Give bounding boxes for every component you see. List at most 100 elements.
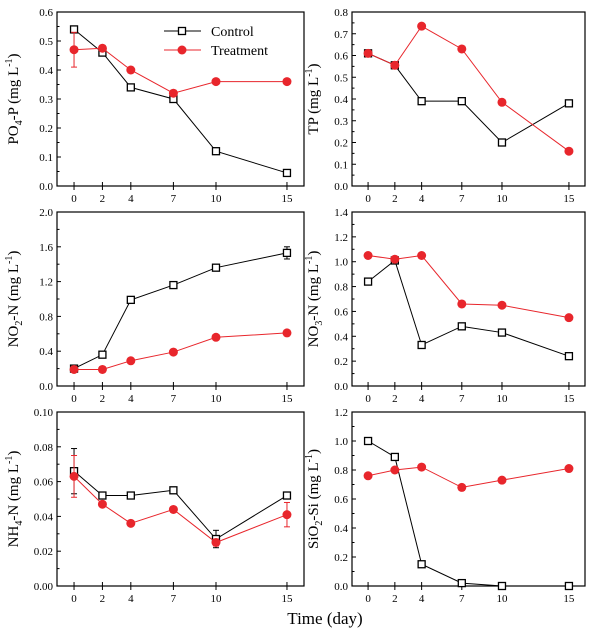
treatment-point (417, 21, 427, 31)
treatment-point (417, 251, 427, 260)
x-tick-label: 10 (496, 393, 508, 405)
treatment-point (390, 254, 400, 264)
y-tick-label: 1.6 (39, 242, 53, 254)
series-treatment (363, 462, 574, 492)
legend: Control Treatment (164, 25, 268, 59)
x-tick-label: 2 (100, 193, 106, 205)
control-point (282, 491, 292, 500)
y-axis-label-part: -1 (304, 68, 315, 76)
y-tick-label: 0.4 (39, 346, 53, 358)
control-point (457, 578, 466, 588)
series-control (69, 246, 292, 373)
y-tick-label: 0.8 (39, 311, 53, 323)
y-tick-label: 0.0 (39, 381, 53, 393)
control-point (457, 322, 466, 331)
x-tick-label: 4 (419, 593, 425, 605)
control-point (169, 486, 178, 495)
y-axis-label-part: 4 (14, 521, 25, 526)
y-axis-label-part: ) (6, 53, 22, 58)
x-tick-label: 10 (210, 393, 222, 405)
x-tick-label: 10 (496, 593, 508, 605)
y-axis-label-part: -N (mg L (306, 264, 322, 321)
treatment-point (168, 88, 178, 98)
y-axis-label: PO4-P (mg L-1) (4, 53, 25, 144)
treatment-line (74, 47, 287, 94)
treatment-point (564, 313, 574, 323)
x-tick-label: 0 (365, 393, 371, 405)
y-tick-label: 0.0 (334, 581, 348, 593)
y-tick-label: 0.0 (39, 181, 53, 193)
x-tick-label: 2 (100, 393, 106, 405)
y-axis-label-part: TP (mg L (306, 77, 322, 135)
y-axis-label-part: 2 (314, 521, 325, 526)
treatment-point (211, 332, 221, 342)
y-tick-label: 0.6 (334, 306, 348, 318)
control-line (73, 470, 288, 540)
legend-control-marker (177, 26, 187, 36)
control-point (126, 83, 135, 92)
y-axis-label: NO3-N (mg L-1) (304, 251, 325, 348)
control-point (98, 491, 107, 500)
y-axis-label-part: 4 (14, 120, 25, 125)
y-axis-label-part: -1 (304, 454, 315, 462)
x-tick-label: 15 (281, 593, 293, 605)
series-treatment (69, 31, 292, 98)
y-axis-label-part: PO (6, 125, 22, 144)
x-tick-label: 4 (128, 593, 134, 605)
y-axis-label-part: -1 (304, 256, 315, 264)
treatment-point (497, 300, 507, 310)
x-tick-label: 15 (281, 393, 293, 405)
treatment-point (69, 45, 79, 55)
control-point (497, 328, 507, 337)
treatment-point (363, 471, 373, 481)
y-axis-label-part: 2 (14, 321, 25, 326)
y-tick-label: 0.2 (39, 123, 53, 135)
x-tick-label: 0 (71, 593, 77, 605)
y-axis-label-part: -1 (4, 58, 15, 66)
treatment-point (97, 43, 107, 53)
x-tick-label: 0 (365, 193, 371, 205)
treatment-line (367, 466, 570, 488)
y-axis-label-part: NH (6, 526, 22, 548)
panel-4: 0.0 0.2 0.4 0.6 0.8 1.0 1.2 1.4 0 2 4 7 10 15 NO3-N (m… (304, 207, 586, 405)
y-tick-label: 1.2 (39, 277, 53, 289)
x-tick-label: 2 (392, 393, 398, 405)
series-treatment (69, 455, 292, 547)
x-tick-label: 15 (563, 393, 575, 405)
y-axis-label: NO2-N (mg L-1) (4, 251, 25, 348)
y-axis-label-part: ) (6, 251, 22, 256)
treatment-point (564, 464, 574, 474)
x-tick-label: 4 (419, 193, 425, 205)
treatment-point (363, 251, 373, 260)
treatment-point (126, 356, 136, 366)
control-point (564, 581, 574, 591)
y-tick-label: 1.2 (334, 232, 348, 244)
control-point (564, 352, 574, 361)
y-tick-label: 0.5 (39, 36, 53, 48)
x-tick-label: 7 (459, 193, 465, 205)
y-axis-label-part: -1 (4, 456, 15, 464)
control-point (363, 277, 373, 286)
treatment-point (168, 504, 178, 514)
x-tick-label: 7 (171, 193, 177, 205)
y-axis-label-part: NO (306, 326, 322, 348)
y-tick-label: 0.8 (334, 465, 348, 477)
treatment-point (497, 97, 507, 107)
x-tick-label: 7 (459, 393, 465, 405)
x-tick-label: 2 (100, 593, 106, 605)
control-point (390, 452, 400, 462)
plot-frame (56, 211, 305, 387)
y-axis-label-part: ) (306, 449, 322, 454)
x-tick-label: 2 (392, 593, 398, 605)
x-tick-label: 15 (281, 193, 293, 205)
y-axis-label-part: ) (306, 251, 322, 256)
y-tick-label: 0.0 (334, 181, 348, 193)
x-tick-label: 15 (563, 593, 575, 605)
treatment-point (126, 518, 136, 528)
x-axis-label: Time (day) (287, 609, 362, 628)
y-axis-label-part: -N (mg L (6, 264, 22, 321)
y-axis-label-part: NO (6, 326, 22, 348)
series-control (69, 448, 292, 549)
